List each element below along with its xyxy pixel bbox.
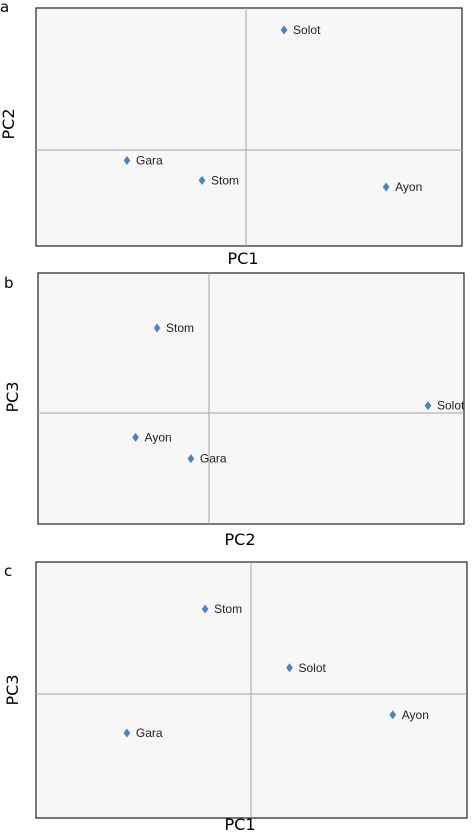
panel-letter: c [4,562,12,580]
y-axis-title: PC3 [3,675,22,706]
data-point-ayon [382,182,390,192]
panel-b: Stom Solot Ayon Gara b PC2 PC3 [3,272,465,549]
data-point-solot [424,401,432,411]
point-label-ayon: Ayon [145,430,172,444]
point-label-stom: Stom [214,602,242,616]
point-label-gara: Gara [136,154,163,168]
y-axis-title: PC3 [3,382,22,413]
point-label-solot: Solot [293,23,321,37]
point-label-ayon: Ayon [402,708,429,722]
data-point-gara [123,728,131,738]
plot-frame [35,7,463,247]
data-point-stom [153,323,161,333]
x-axis-title: PC1 [228,249,259,268]
data-point-stom [201,604,209,614]
plot-frame [37,272,465,525]
data-point-ayon [132,432,139,442]
panel-c: Stom Solot Ayon Gara c PC1 PC3 [3,561,468,832]
y-axis-title: PC2 [0,109,18,140]
point-label-stom: Stom [211,173,239,187]
point-label-solot: Solot [437,399,465,413]
data-point-gara [187,454,195,464]
panel-letter: b [4,274,14,292]
point-label-stom: Stom [166,321,194,335]
data-point-solot [286,663,293,673]
point-label-gara: Gara [136,726,163,740]
data-point-ayon [389,710,397,720]
data-point-solot [280,25,288,35]
point-label-solot: Solot [299,661,327,675]
x-axis-title: PC1 [225,815,256,832]
data-point-gara [123,156,131,166]
panel-letter: a [0,0,9,16]
point-label-ayon: Ayon [395,180,422,194]
panel-a: Solot Gara Stom Ayon a PC1 PC2 [0,0,463,268]
point-label-gara: Gara [200,452,227,466]
data-point-stom [198,175,206,185]
x-axis-title: PC2 [225,530,256,549]
